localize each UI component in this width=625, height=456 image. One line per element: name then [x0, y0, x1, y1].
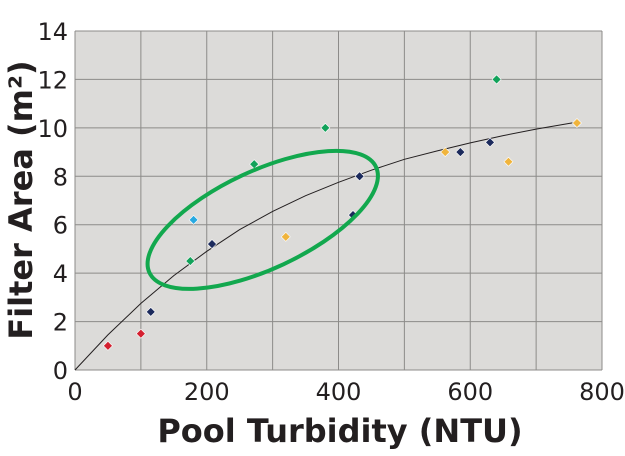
- y-tick-label: 2: [53, 309, 68, 337]
- data-point: [572, 118, 582, 128]
- data-point: [103, 340, 113, 351]
- y-tick-label: 10: [37, 115, 68, 143]
- data-point: [207, 239, 217, 250]
- data-point: [320, 122, 331, 133]
- data-point: [455, 147, 466, 157]
- data-point: [188, 214, 199, 225]
- x-axis-title: Pool Turbidity (NTU): [157, 412, 522, 450]
- y-tick-label: 12: [37, 66, 68, 94]
- data-point: [280, 231, 291, 242]
- data-point: [354, 171, 365, 182]
- data-point: [485, 137, 495, 148]
- x-tick-label: 800: [579, 378, 625, 406]
- highlight-ellipse: [145, 148, 380, 291]
- data-point: [491, 74, 502, 85]
- y-tick-label: 4: [53, 260, 68, 288]
- y-tick-label: 8: [53, 163, 68, 191]
- x-tick-label: 400: [316, 378, 362, 406]
- grid-lines: [74, 30, 603, 371]
- y-tick-label: 6: [53, 212, 68, 240]
- x-tick-label: 200: [184, 378, 230, 406]
- y-axis-title: Filter Area (m²): [2, 60, 40, 339]
- data-point: [145, 306, 156, 317]
- y-tick-label: 14: [37, 18, 68, 46]
- y-tick-label: 0: [53, 357, 68, 385]
- tick-labels: 0 200 400 600 800 0 2 4 6 8 10 12 14: [37, 18, 624, 406]
- data-point: [503, 156, 514, 167]
- data-point: [440, 147, 451, 157]
- data-point: [135, 328, 146, 339]
- trend-curve: [74, 121, 579, 371]
- x-tick-label: 0: [67, 378, 82, 406]
- highlight-ellipse-group: [145, 148, 380, 291]
- data-point: [185, 256, 196, 266]
- x-tick-label: 600: [447, 378, 493, 406]
